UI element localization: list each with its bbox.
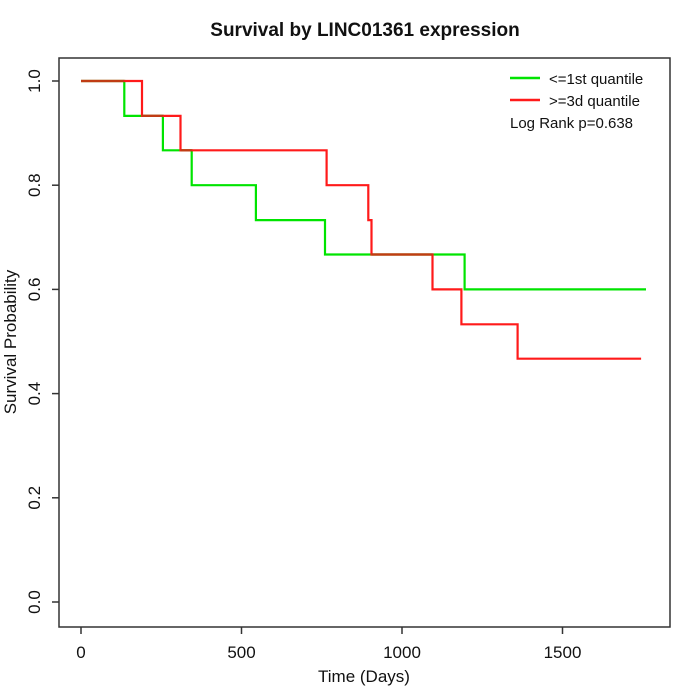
x-axis-tick-label: 1000 [383, 643, 421, 662]
log-rank-annotation: Log Rank p=0.638 [510, 115, 633, 132]
x-axis-tick-label: 1500 [544, 643, 582, 662]
km-curve-high-expression [81, 79, 642, 360]
km-curve-low-expression [81, 79, 646, 291]
y-axis-tick-label: 0.6 [25, 278, 44, 302]
y-axis-tick-label: 1.0 [25, 69, 44, 93]
x-axis-tick-label: 500 [227, 643, 255, 662]
legend: <=1st quantile >=3d quantile Log Rank p=… [510, 71, 643, 132]
y-axis-tick-label: 0.8 [25, 173, 44, 197]
x-axis-label: Time (Days) [318, 667, 410, 686]
y-axis-tick-label: 0.2 [25, 486, 44, 510]
x-axis-tick-label: 0 [76, 643, 85, 662]
y-axis-tick-label: 0.4 [25, 382, 44, 406]
y-axis-tick-label: 0.0 [25, 590, 44, 614]
y-axis-label: Survival Probability [1, 269, 20, 414]
plot-title: Survival by LINC01361 expression [210, 20, 519, 41]
legend-label-low-expression: <=1st quantile [549, 71, 643, 88]
legend-label-high-expression: >=3d quantile [549, 93, 640, 110]
plot-border [58, 57, 671, 628]
